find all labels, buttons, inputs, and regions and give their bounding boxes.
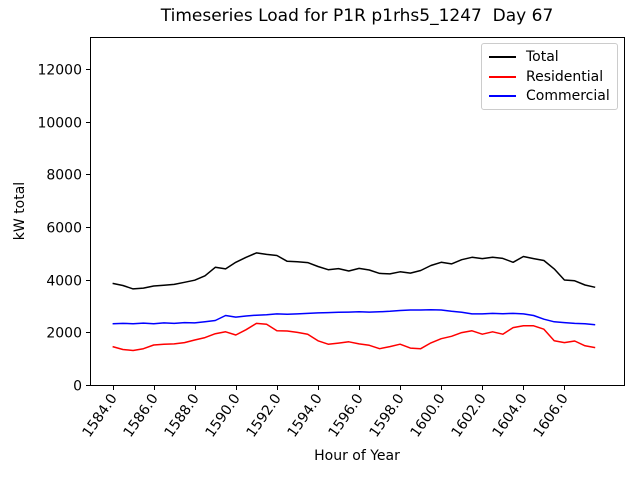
legend-swatch-residential [489, 75, 516, 78]
x-tick-label: 1586.0 [121, 391, 162, 440]
x-tick-label: 1596.0 [326, 391, 367, 440]
y-tick-label: 0 [73, 379, 82, 395]
x-tick-label: 1602.0 [449, 391, 490, 440]
y-tick-label: 12000 [37, 63, 82, 79]
legend: Total Residential Commercial [481, 43, 618, 110]
x-tick-label: 1588.0 [162, 391, 203, 440]
x-tick-label: 1600.0 [408, 391, 449, 440]
legend-label: Commercial [526, 88, 610, 105]
legend-swatch-commercial [489, 95, 516, 98]
x-tick-label: 1592.0 [244, 391, 285, 440]
y-tick-label: 4000 [46, 274, 82, 290]
y-tick-label: 2000 [46, 326, 82, 342]
x-tick-label: 1598.0 [367, 391, 408, 440]
x-tick-label: 1584.0 [80, 391, 121, 440]
x-axis-label: Hour of Year [314, 448, 400, 464]
chart-title: Timeseries Load for P1R p1rhs5_1247 Day … [160, 6, 554, 26]
series-commercial-line [112, 308, 596, 326]
y-tick-label: 6000 [46, 221, 82, 237]
legend-label: Residential [526, 68, 604, 85]
axes-frame [90, 37, 625, 386]
x-tick-label: 1604.0 [490, 391, 531, 440]
series-residential-line [112, 322, 596, 352]
legend-label: Total [526, 48, 559, 65]
y-tick-label: 8000 [46, 168, 82, 184]
x-tick-label: 1594.0 [285, 391, 326, 440]
legend-swatch-total [489, 55, 516, 58]
series-total-line [112, 252, 596, 290]
x-tick-label: 1590.0 [203, 391, 244, 440]
y-tick-label: 10000 [37, 116, 82, 132]
legend-item-total: Total [489, 47, 610, 67]
legend-item-commercial: Commercial [489, 86, 610, 106]
x-tick-label: 1606.0 [531, 391, 572, 440]
legend-item-residential: Residential [489, 67, 610, 87]
